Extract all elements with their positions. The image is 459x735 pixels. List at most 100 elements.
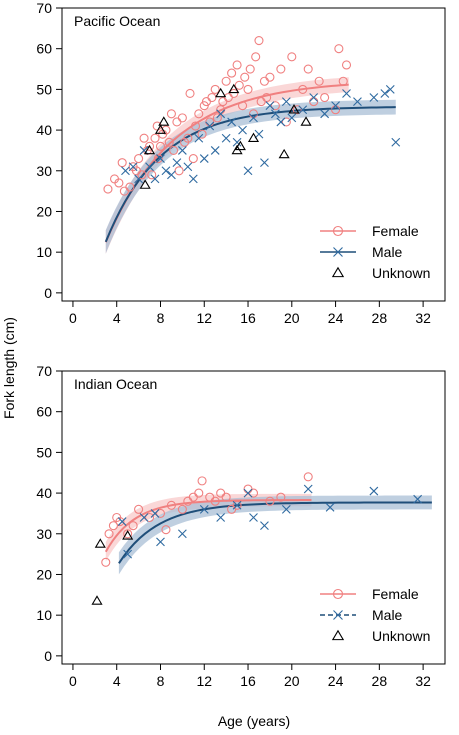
data-point-female-58 [270, 101, 280, 111]
data-point-male-36 [353, 97, 362, 106]
x-tick-label-16: 16 [240, 673, 256, 689]
y-tick-label-30: 30 [36, 163, 52, 179]
data-point-female-31 [194, 109, 204, 119]
data-point-female-30 [190, 121, 201, 131]
data-point-female-25 [177, 113, 187, 123]
fit-line-male [118, 501, 432, 564]
data-point-female-61 [287, 52, 297, 62]
data-point-female-16 [197, 476, 207, 486]
confidence-band-male [118, 495, 432, 575]
confidence-band-male [105, 99, 396, 254]
data-point-unknown-1 [94, 538, 106, 548]
data-point-unknown-4 [215, 87, 227, 98]
data-point-female-71 [341, 60, 352, 70]
y-tick-label-40: 40 [36, 122, 52, 138]
data-point-female-44 [229, 88, 239, 99]
data-point-male-1 [123, 549, 133, 559]
data-point-female-22 [169, 145, 179, 155]
data-point-male-16 [413, 494, 423, 504]
data-point-female-14 [150, 133, 160, 143]
data-point-male-15 [205, 121, 215, 131]
data-point-female-23 [243, 484, 253, 494]
x-axis-label: Age (years) [218, 713, 290, 729]
data-point-male-2 [139, 513, 149, 522]
data-point-male-39 [385, 84, 395, 94]
data-point-female-0 [101, 557, 111, 567]
data-point-male-5 [150, 174, 160, 184]
legend-marker-male [333, 610, 343, 620]
data-point-female-45 [232, 60, 242, 70]
y-tick-label-10: 10 [36, 244, 52, 260]
data-point-female-49 [243, 84, 253, 94]
data-point-male-33 [320, 109, 330, 119]
legend-item-female: Female [320, 223, 419, 239]
x-tick-label-20: 20 [284, 673, 300, 689]
x-tick-label-8: 8 [157, 673, 165, 689]
data-point-female-9 [155, 508, 166, 518]
legend-marker-unknown [331, 266, 345, 278]
data-point-female-60 [281, 117, 291, 127]
data-point-male-35 [342, 89, 351, 98]
x-tick-label-12: 12 [196, 310, 212, 326]
data-point-female-59 [276, 64, 286, 74]
data-point-female-46 [234, 80, 244, 90]
data-point-male-22 [243, 166, 253, 176]
legend-label-female: Female [372, 586, 419, 602]
data-point-male-5 [177, 529, 187, 539]
legend-item-female: Female [320, 586, 419, 602]
data-point-female-27 [183, 133, 193, 143]
data-point-male-31 [298, 105, 308, 115]
y-tick-label-10: 10 [36, 607, 52, 623]
data-point-male-3 [139, 146, 149, 155]
data-point-female-4 [115, 517, 125, 527]
data-point-female-6 [128, 521, 138, 531]
data-point-male-8 [232, 500, 242, 510]
data-point-female-21 [166, 109, 176, 119]
data-point-female-29 [188, 154, 198, 164]
data-point-unknown-3 [158, 116, 170, 126]
data-point-male-1 [128, 162, 138, 172]
data-point-male-11 [260, 521, 269, 531]
data-point-female-22 [232, 500, 242, 510]
data-point-male-17 [216, 109, 226, 119]
data-point-male-26 [265, 101, 275, 111]
x-tick-label-4: 4 [113, 673, 121, 689]
y-tick-label-20: 20 [36, 566, 52, 582]
data-point-female-28 [185, 88, 195, 99]
data-point-female-38 [212, 113, 222, 123]
x-tick-label-0: 0 [69, 673, 77, 689]
data-point-unknown-8 [247, 132, 260, 142]
data-point-male-25 [260, 158, 269, 168]
data-point-female-3 [117, 158, 127, 168]
x-tick-label-0: 0 [69, 310, 77, 326]
data-point-female-62 [292, 105, 302, 115]
data-point-female-37 [210, 84, 220, 94]
data-point-female-9 [137, 170, 147, 180]
data-point-male-3 [150, 509, 160, 518]
legend-label-unknown: Unknown [372, 628, 430, 644]
data-point-male-28 [276, 117, 286, 127]
data-point-female-66 [314, 76, 324, 86]
data-point-male-7 [216, 513, 226, 522]
data-point-female-12 [144, 141, 155, 151]
data-point-female-67 [320, 92, 330, 103]
y-tick-label-70: 70 [36, 363, 52, 379]
data-point-unknown-2 [122, 530, 134, 540]
data-point-male-30 [287, 113, 297, 123]
x-tick-label-8: 8 [157, 310, 165, 326]
data-point-female-2 [108, 521, 118, 531]
data-point-male-14 [325, 502, 335, 512]
data-point-female-57 [265, 72, 275, 82]
x-tick-label-16: 16 [240, 310, 256, 326]
x-tick-label-4: 4 [113, 310, 121, 326]
legend-label-male: Male [372, 244, 403, 260]
plot-frame [61, 7, 446, 302]
data-point-female-41 [221, 76, 231, 86]
data-point-female-27 [303, 472, 313, 482]
data-point-female-23 [172, 117, 182, 127]
legend-item-male: Male [320, 244, 403, 260]
data-point-male-6 [156, 154, 165, 163]
legend-item-unknown: Unknown [331, 265, 430, 281]
data-point-female-17 [155, 141, 166, 151]
